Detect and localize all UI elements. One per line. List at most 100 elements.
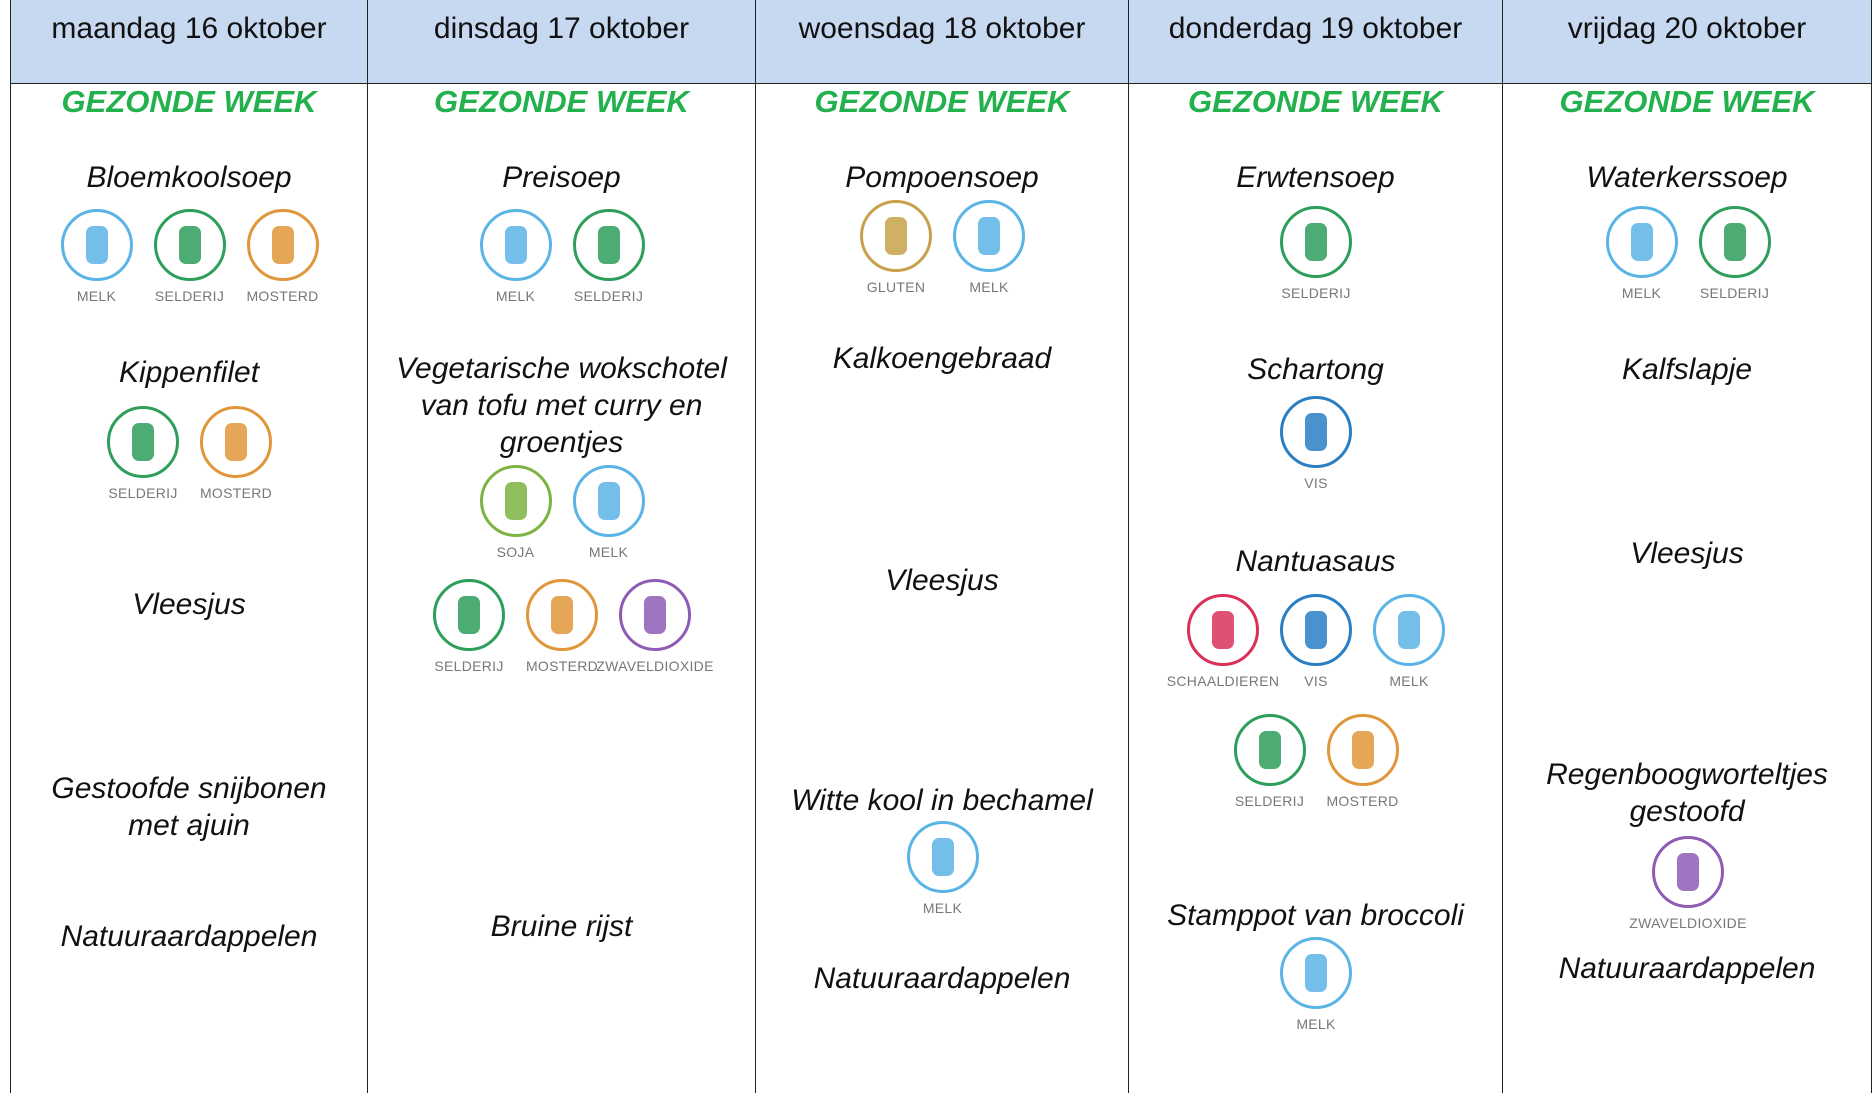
day-column: dinsdag 17 oktober GEZONDE WEEK Preisoep ME… — [367, 0, 755, 1093]
allergen-glyph — [1630, 223, 1653, 262]
allergen-icon — [479, 465, 552, 538]
day-header: donderdag 19 oktober — [1129, 0, 1502, 84]
day-header: vrijdag 20 oktober — [1503, 0, 1871, 84]
allergen-icon — [572, 208, 645, 281]
allergen-label: MOSTERD — [199, 484, 273, 501]
allergen-glyph — [85, 225, 108, 264]
dish-name: Schartong — [1247, 352, 1384, 386]
allergen-icon — [1280, 396, 1352, 469]
allergen-glyph — [978, 217, 1000, 256]
allergen-label: MELK — [1621, 285, 1662, 302]
day-date: woensdag 18 oktober — [798, 12, 1086, 45]
dish-name: Waterkerssoep — [1586, 160, 1788, 194]
dish-name: Nantuasaus — [1235, 545, 1396, 579]
allergen-label: ZWAVELDIOXIDE — [596, 657, 714, 674]
allergen-icon — [953, 200, 1025, 273]
allergen-icon — [1187, 594, 1259, 667]
dish-name: Stamppot van broccoli — [1167, 898, 1464, 932]
day-date: donderdag 19 oktober — [1168, 12, 1463, 45]
allergen-glyph — [1398, 611, 1420, 650]
allergen-glyph — [597, 482, 620, 521]
allergen-label: MELK — [1296, 1016, 1336, 1032]
allergen-label: SELDERIJ — [108, 484, 178, 501]
allergen-icon — [1373, 594, 1445, 667]
allergen-label: SCHAALDIEREN — [1166, 673, 1280, 690]
allergen-label: SELDERIJ — [1234, 792, 1305, 809]
allergen-glyph — [551, 595, 573, 634]
dish-name: Regenboogworteltjes — [1546, 757, 1828, 791]
allergen-icon — [107, 405, 179, 478]
allergen-glyph — [1305, 611, 1327, 650]
allergen-label: SELDERIJ — [154, 287, 225, 304]
allergen-glyph — [504, 482, 527, 521]
allergen-icon — [1605, 206, 1678, 279]
day-date: maandag 16 oktober — [51, 12, 327, 45]
allergen-label: MELK — [1389, 673, 1429, 690]
dish-name: gestoofd — [1629, 794, 1745, 828]
allergen-label: SELDERIJ — [1699, 285, 1770, 302]
dish-name: Natuuraardappelen — [813, 961, 1071, 995]
dish-name: Vleesjus — [1630, 536, 1744, 570]
dish-name: Pompoensoep — [845, 160, 1039, 194]
allergen-label: VIS — [1304, 475, 1328, 492]
dish-name: Vleesjus — [885, 564, 999, 598]
allergen-icon — [1280, 937, 1352, 1009]
dish-name: Erwtensoep — [1236, 160, 1395, 194]
allergen-label: ZWAVELDIOXIDE — [1629, 914, 1747, 931]
allergen-glyph — [1305, 223, 1327, 262]
dish-name: Kippenfilet — [118, 356, 260, 390]
allergen-label: SOJA — [496, 544, 535, 561]
allergen-label: MELK — [495, 287, 536, 304]
allergen-icon — [433, 578, 505, 651]
day-column: donderdag 19 oktober GEZONDE WEEK Erwtenso… — [1128, 0, 1502, 1093]
allergen-label: GLUTEN — [866, 279, 926, 296]
tagline: GEZONDE WEEK — [1559, 83, 1815, 119]
allergen-glyph — [931, 838, 954, 877]
allergen-icon — [572, 465, 645, 538]
allergen-glyph — [885, 217, 907, 256]
day-column: woensdag 18 oktober GEZONDE WEEK Pompoenso… — [755, 0, 1128, 1093]
allergen-icon — [906, 821, 979, 894]
allergen-label: MELK — [588, 544, 629, 561]
dish-name: Bloemkoolsoep — [86, 160, 292, 194]
allergen-glyph — [225, 422, 247, 461]
allergen-label: MOSTERD — [1326, 792, 1399, 809]
dish-name: van tofu met curry en — [420, 388, 703, 422]
dish-name: Natuuraardappelen — [1558, 952, 1816, 986]
dish-name: Natuuraardappelen — [60, 920, 318, 953]
allergen-glyph — [1351, 730, 1374, 769]
allergen-glyph — [1258, 730, 1281, 769]
allergen-icon — [1326, 713, 1399, 786]
day-column: maandag 16 oktober GEZONDE WEEK Bloemkools… — [10, 0, 367, 1093]
allergen-glyph — [458, 595, 480, 634]
day-date: vrijdag 20 oktober — [1567, 12, 1807, 45]
dish-name: groentjes — [499, 425, 624, 459]
allergen-icon — [1280, 206, 1352, 279]
day-column: vrijdag 20 oktober GEZONDE WEEK Waterkerss… — [1502, 0, 1872, 1093]
allergen-glyph — [1677, 852, 1699, 891]
allergen-label: SELDERIJ — [573, 287, 644, 304]
allergen-label: VIS — [1304, 673, 1328, 690]
allergen-icon — [1652, 835, 1724, 908]
day-header: woensdag 18 oktober — [756, 0, 1128, 84]
allergen-glyph — [271, 225, 294, 264]
dish-name: Vleesjus — [132, 588, 246, 622]
allergen-icon — [860, 200, 932, 273]
tagline: GEZONDE WEEK — [61, 83, 317, 119]
allergen-glyph — [1305, 413, 1327, 452]
dish-name: Gestoofde snijbonen — [51, 771, 327, 805]
allergen-label: MOSTERD — [525, 657, 599, 674]
dish-name: Vegetarische wokschotel — [396, 351, 727, 385]
tagline: GEZONDE WEEK — [1188, 83, 1443, 119]
dish-name: Kalfslapje — [1621, 352, 1753, 386]
allergen-label: MELK — [969, 279, 1009, 296]
allergen-glyph — [1723, 223, 1746, 262]
tagline: GEZONDE WEEK — [434, 83, 689, 119]
allergen-label: MELK — [922, 900, 963, 917]
allergen-glyph — [132, 422, 154, 461]
allergen-icon — [526, 578, 598, 651]
allergen-icon — [60, 208, 133, 281]
allergen-glyph — [504, 225, 527, 264]
dish-name: Bruine rijst — [490, 910, 633, 944]
allergen-icon — [479, 208, 552, 281]
